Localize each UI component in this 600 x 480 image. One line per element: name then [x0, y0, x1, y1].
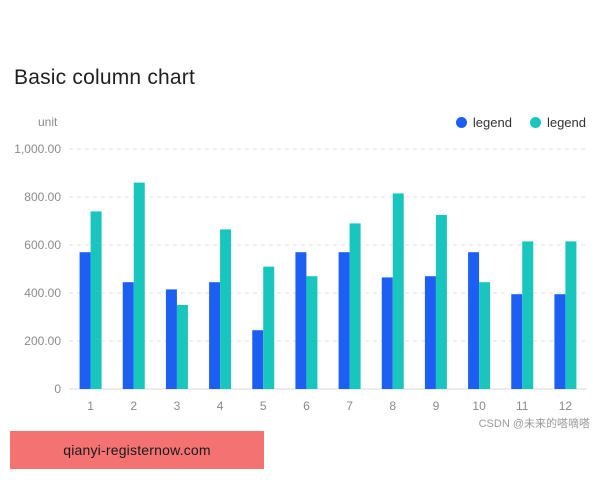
bar-series-1-cat-2[interactable] [122, 282, 134, 389]
x-tick-label: 11 [516, 399, 529, 413]
promo-banner[interactable]: qianyi-registernow.com [10, 431, 264, 469]
bar-series-1-cat-3[interactable] [165, 289, 177, 389]
y-axis-ticks: 0 200.00 400.00 600.00 800.00 1,000.00 [14, 142, 61, 396]
y-tick-label: 800.00 [24, 190, 61, 204]
bar-series-1-cat-7[interactable] [338, 252, 350, 389]
bar-series-1-cat-8[interactable] [381, 277, 393, 389]
y-tick-label: 1,000.00 [14, 142, 61, 156]
bar-series-2-cat-10[interactable] [479, 282, 491, 389]
x-tick-label: 5 [260, 399, 267, 413]
x-tick-label: 7 [346, 399, 353, 413]
bar-series-2-cat-6[interactable] [306, 276, 318, 389]
legend-item-series-1[interactable]: legend [455, 115, 512, 130]
bar-series-2-cat-5[interactable] [263, 266, 275, 389]
bar-series-1-cat-5[interactable] [252, 330, 264, 389]
bar-series-1-cat-9[interactable] [424, 276, 436, 389]
bar-series-2-cat-9[interactable] [435, 215, 447, 389]
chart-legend: legend legend [455, 115, 586, 130]
bar-series-2-cat-11[interactable] [522, 241, 534, 389]
bar-series-2-cat-8[interactable] [392, 193, 404, 389]
x-tick-label: 9 [433, 399, 440, 413]
x-axis-ticks: 1 2 3 4 5 6 7 8 9 10 11 12 [87, 399, 572, 413]
bars [79, 182, 577, 389]
bar-series-2-cat-2[interactable] [133, 182, 145, 389]
bar-series-2-cat-3[interactable] [176, 305, 188, 389]
legend-label-series-2: legend [546, 115, 586, 130]
bar-series-1-cat-4[interactable] [209, 282, 221, 389]
x-tick-label: 12 [559, 399, 573, 413]
x-tick-label: 10 [472, 399, 486, 413]
x-tick-label: 3 [174, 399, 181, 413]
bar-series-2-cat-1[interactable] [90, 211, 102, 389]
bar-series-1-cat-6[interactable] [295, 252, 307, 389]
y-tick-label: 200.00 [24, 334, 61, 348]
y-unit-label: unit [38, 115, 58, 129]
watermark-text: CSDN @未来的嗒嘀嗒 [478, 418, 590, 430]
bar-series-1-cat-11[interactable] [511, 294, 523, 389]
bar-series-2-cat-12[interactable] [565, 241, 577, 389]
legend-label-series-1: legend [472, 115, 512, 130]
y-tick-label: 400.00 [24, 286, 61, 300]
x-tick-label: 1 [87, 399, 94, 413]
x-tick-label: 4 [217, 399, 224, 413]
grid-lines [69, 148, 587, 390]
legend-marker-series-1 [455, 117, 467, 128]
chart-title: Basic column chart [14, 66, 196, 89]
bar-series-1-cat-12[interactable] [554, 294, 566, 389]
bar-series-2-cat-4[interactable] [220, 229, 232, 389]
legend-marker-series-2 [529, 117, 541, 128]
y-tick-label: 600.00 [24, 238, 61, 252]
x-tick-label: 6 [303, 399, 310, 413]
bar-series-1-cat-10[interactable] [468, 252, 480, 389]
x-tick-label: 8 [389, 399, 396, 413]
bar-series-1-cat-1[interactable] [79, 252, 91, 389]
legend-item-series-2[interactable]: legend [529, 115, 586, 130]
bar-series-2-cat-7[interactable] [349, 223, 361, 389]
y-tick-label: 0 [54, 382, 61, 396]
x-tick-label: 2 [130, 399, 137, 413]
